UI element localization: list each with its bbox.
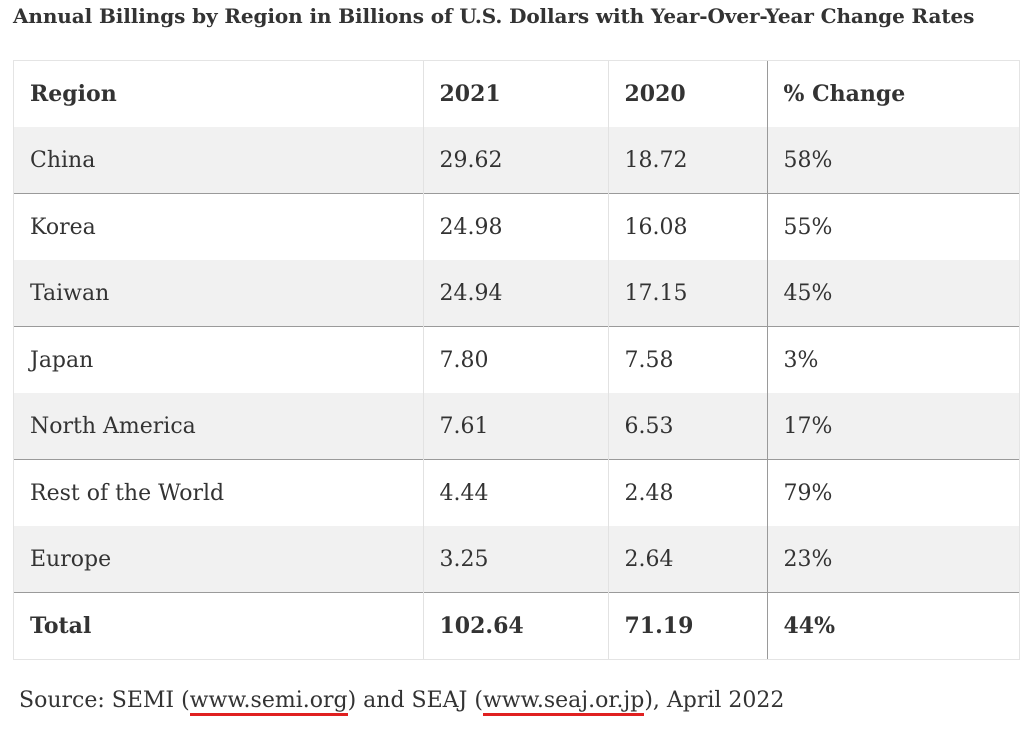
cell-2021: 3.25 bbox=[423, 526, 609, 593]
billings-table: Region 2021 2020 % Change China 29.62 18… bbox=[14, 61, 1019, 659]
cell-change: 58% bbox=[783, 147, 833, 173]
seaj-link[interactable]: www.seaj.or.jp bbox=[482, 688, 645, 716]
cell-2020: 2.48 bbox=[608, 459, 768, 526]
source-suffix: ), April 2022 bbox=[644, 688, 785, 713]
cell-region: North America bbox=[14, 393, 424, 460]
table-row: China 29.62 18.72 58% bbox=[14, 127, 1019, 194]
column-header-change: % Change bbox=[783, 81, 906, 107]
cell-2021: 7.61 bbox=[423, 393, 609, 460]
cell-change: 55% bbox=[767, 193, 1019, 260]
cell-total-2021: 102.64 bbox=[423, 592, 609, 659]
table-row: North America 7.61 6.53 17% bbox=[14, 393, 1019, 460]
cell-2021: 24.98 bbox=[423, 193, 609, 260]
cell-2021: 24.94 bbox=[423, 260, 609, 327]
billings-table-container: Region 2021 2020 % Change China 29.62 18… bbox=[13, 60, 1020, 660]
cell-change: 23% bbox=[783, 546, 833, 572]
cell-region: Taiwan bbox=[14, 260, 424, 327]
table-row: Taiwan 24.94 17.15 45% bbox=[14, 260, 1019, 327]
cell-2021: 29.62 bbox=[423, 127, 609, 194]
source-note: Source: SEMI (www.semi.org) and SEAJ (ww… bbox=[19, 688, 785, 716]
cell-total-2020: 71.19 bbox=[608, 592, 768, 659]
column-header-region: Region bbox=[14, 61, 424, 127]
cell-2020: 7.58 bbox=[608, 326, 768, 393]
cell-change: 79% bbox=[767, 459, 1019, 526]
cell-2020: 17.15 bbox=[608, 260, 768, 327]
cell-change: 45% bbox=[783, 280, 833, 306]
cell-2020: 18.72 bbox=[608, 127, 768, 194]
cell-region: Korea bbox=[14, 193, 424, 260]
table-total-row: Total 102.64 71.19 44% bbox=[14, 592, 1019, 659]
table-row: Europe 3.25 2.64 23% bbox=[14, 526, 1019, 593]
cell-region: Europe bbox=[14, 526, 424, 593]
cell-region: Rest of the World bbox=[14, 459, 424, 526]
table-row: Japan 7.80 7.58 3% bbox=[14, 326, 1019, 393]
table-row: Rest of the World 4.44 2.48 79% bbox=[14, 459, 1019, 526]
cell-2020: 16.08 bbox=[608, 193, 768, 260]
semi-link[interactable]: www.semi.org bbox=[189, 688, 348, 716]
cell-2021: 4.44 bbox=[423, 459, 609, 526]
cell-change: 3% bbox=[767, 326, 1019, 393]
source-prefix: Source: SEMI ( bbox=[19, 688, 190, 713]
table-header-row: Region 2021 2020 % Change bbox=[14, 61, 1019, 127]
column-header-2021: 2021 bbox=[423, 61, 609, 127]
cell-total-change: 44% bbox=[767, 592, 1019, 659]
cell-2020: 2.64 bbox=[608, 526, 768, 593]
cell-change: 17% bbox=[783, 413, 833, 439]
column-header-2020: 2020 bbox=[608, 61, 768, 127]
table-row: Korea 24.98 16.08 55% bbox=[14, 193, 1019, 260]
cell-region: China bbox=[14, 127, 424, 194]
cell-total-label: Total bbox=[14, 592, 424, 659]
page-title: Annual Billings by Region in Billions of… bbox=[13, 4, 975, 28]
cell-2021: 7.80 bbox=[423, 326, 609, 393]
source-middle: ) and SEAJ ( bbox=[347, 688, 483, 713]
cell-2020: 6.53 bbox=[608, 393, 768, 460]
cell-region: Japan bbox=[14, 326, 424, 393]
